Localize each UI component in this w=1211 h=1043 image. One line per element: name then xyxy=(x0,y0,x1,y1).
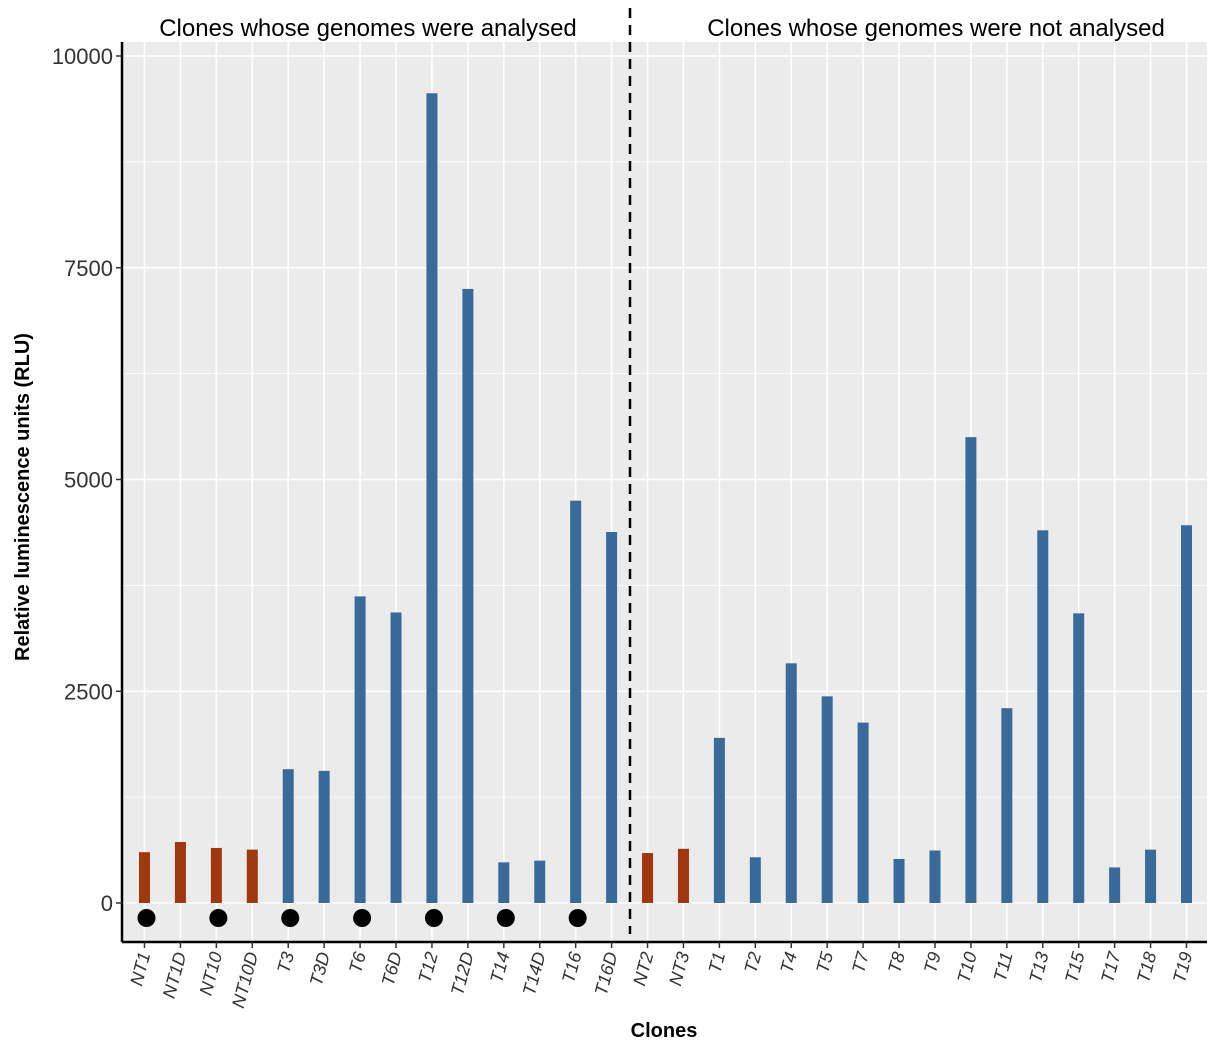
bar-t1 xyxy=(713,737,725,903)
x-tick-label: NT10D xyxy=(228,950,262,1010)
bars xyxy=(139,93,1192,903)
bar-t7 xyxy=(857,722,869,903)
left-panel-title: Clones whose genomes were analysed xyxy=(159,15,577,42)
x-tick-label: T10 xyxy=(953,950,980,985)
bar-nt1d xyxy=(174,842,186,903)
x-tick-label: T4 xyxy=(776,950,801,975)
bar-t15 xyxy=(1073,613,1085,903)
bar-t5 xyxy=(821,696,833,903)
x-tick-label: T3D xyxy=(306,950,334,988)
y-tick-label: 2500 xyxy=(64,679,113,704)
dot-marker-t3 xyxy=(281,909,300,927)
x-tick-label: T2 xyxy=(740,950,765,975)
bar-t16 xyxy=(570,500,582,903)
dot-marker-t6 xyxy=(353,909,372,927)
bar-t2 xyxy=(749,857,761,903)
bar-t6 xyxy=(354,596,366,903)
x-ticks: NT1 NT1D NT10 NT10D T3 T3D T6 T6D T12 T12D T14 T14D… xyxy=(126,942,1196,1010)
bar-t3 xyxy=(282,769,294,903)
x-tick-label: T12D xyxy=(447,950,478,998)
x-tick-label: T8 xyxy=(884,950,909,975)
x-tick-label: T14 xyxy=(486,950,513,985)
bar-t16d xyxy=(606,532,618,903)
bar-t12d xyxy=(462,288,474,903)
bar-nt10d xyxy=(246,849,258,903)
y-axis-title: Relative luminescence units (RLU) xyxy=(12,333,34,661)
x-tick-label: T15 xyxy=(1061,949,1089,985)
bar-nt10 xyxy=(210,847,222,903)
x-tick-label: T7 xyxy=(848,949,873,975)
x-tick-label: T6 xyxy=(345,949,370,975)
y-tick-label: 0 xyxy=(101,891,113,916)
dot-marker-nt1 xyxy=(137,909,156,927)
bar-t10 xyxy=(965,437,977,903)
x-tick-label: T3 xyxy=(273,950,298,975)
x-tick-label: T5 xyxy=(812,949,837,975)
x-tick-label: NT1 xyxy=(126,950,154,988)
x-tick-label: T13 xyxy=(1025,950,1052,985)
dot-marker-nt10 xyxy=(209,909,228,927)
bar-t6d xyxy=(390,612,402,903)
bar-t13 xyxy=(1037,530,1049,903)
bar-t9 xyxy=(929,850,941,903)
bar-t17 xyxy=(1109,867,1121,903)
bar-t18 xyxy=(1145,849,1157,903)
plot-panel xyxy=(122,42,1207,942)
dot-marker-t16 xyxy=(568,909,587,927)
bar-nt3 xyxy=(677,848,689,903)
x-tick-label: T9 xyxy=(920,950,945,975)
bar-t4 xyxy=(785,663,797,903)
x-tick-label: T1 xyxy=(705,950,730,975)
x-tick-label: NT1D xyxy=(159,950,190,1001)
bar-t14d xyxy=(534,860,546,903)
bar-t19 xyxy=(1181,525,1192,903)
y-tick-label: 10000 xyxy=(52,44,113,69)
dot-marker-t14 xyxy=(496,909,515,927)
bar-t12 xyxy=(426,93,438,903)
x-tick-label: NT10 xyxy=(196,950,227,998)
bar-t3d xyxy=(318,770,330,903)
x-tick-label: T6D xyxy=(378,950,406,988)
x-axis-title: Clones xyxy=(631,1020,698,1042)
x-tick-label: T19 xyxy=(1169,950,1196,985)
bar-nt2 xyxy=(642,853,654,903)
x-tick-label: T17 xyxy=(1097,949,1125,985)
x-tick-label: T14D xyxy=(519,950,550,998)
y-tick-label: 5000 xyxy=(64,468,113,493)
x-tick-label: NT3 xyxy=(665,950,693,988)
x-tick-label: T18 xyxy=(1133,950,1160,985)
x-tick-label: T16D xyxy=(591,950,622,998)
dot-markers xyxy=(137,909,587,927)
y-ticks: 0 2500 5000 7500 10000 xyxy=(52,44,122,916)
bar-t14 xyxy=(498,862,510,903)
x-tick-label: NT2 xyxy=(629,950,657,988)
x-tick-label: T16 xyxy=(558,949,586,985)
bar-t8 xyxy=(893,858,905,903)
y-tick-label: 7500 xyxy=(64,256,113,281)
bar-nt1 xyxy=(139,852,150,903)
dot-marker-t12 xyxy=(424,909,443,927)
x-tick-label: T11 xyxy=(990,950,1017,984)
x-tick-label: T12 xyxy=(414,950,441,985)
right-panel-title: Clones whose genomes were not analysed xyxy=(707,15,1165,42)
bar-t11 xyxy=(1001,708,1013,903)
